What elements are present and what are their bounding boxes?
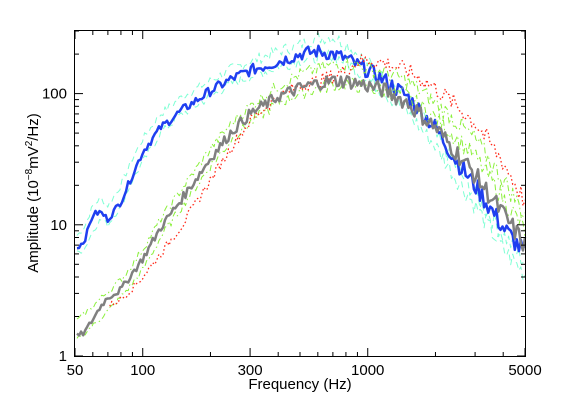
series-line-5 xyxy=(109,54,526,307)
tick-layer: 50 100 300 1000 5000 1 10 100 xyxy=(42,30,542,379)
x-tick-label: 1000 xyxy=(351,362,384,379)
x-tick-label: 100 xyxy=(130,362,155,379)
x-tick-label: 50 xyxy=(67,362,84,379)
series-line-1 xyxy=(76,49,526,281)
x-tick-label: 5000 xyxy=(508,362,541,379)
plot-frame xyxy=(74,30,526,357)
y-tick-label: 100 xyxy=(42,86,67,103)
y-axis-label-exp1: −8 xyxy=(24,168,35,180)
y-axis-label-mid: mV xyxy=(25,146,42,169)
series-line-2 xyxy=(76,44,527,253)
y-axis-label-prefix: Amplitude (10 xyxy=(25,180,42,273)
series-line-3 xyxy=(76,77,526,339)
y-tick-label: 1 xyxy=(59,348,67,365)
series-line-6 xyxy=(76,75,527,337)
y-tick-label: 10 xyxy=(50,217,67,234)
y-axis-label-suffix: /Hz) xyxy=(25,113,42,141)
series-layer xyxy=(76,32,527,339)
y-axis-label: Amplitude (10−8mV2/Hz) xyxy=(24,113,42,273)
x-axis-label: Frequency (Hz) xyxy=(248,376,351,393)
series-line-4 xyxy=(76,57,526,320)
x-tick-label: 300 xyxy=(238,362,263,379)
series-line-0 xyxy=(76,32,526,265)
y-axis-label-exp2: 2 xyxy=(24,140,35,146)
